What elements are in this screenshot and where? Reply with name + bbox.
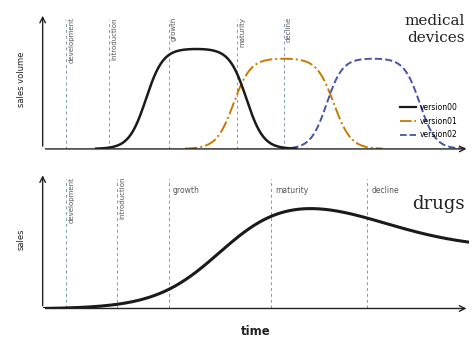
Text: growth: growth: [173, 186, 200, 195]
Text: medical
devices: medical devices: [405, 14, 465, 44]
Text: decline: decline: [371, 186, 399, 195]
Text: introduction: introduction: [111, 17, 117, 60]
Text: time: time: [241, 325, 271, 338]
Text: drugs: drugs: [412, 195, 465, 213]
Text: sales volume: sales volume: [17, 52, 26, 107]
Text: development: development: [68, 177, 74, 222]
Text: growth: growth: [171, 17, 177, 41]
Text: maturity: maturity: [239, 17, 245, 47]
Text: sales: sales: [17, 228, 26, 250]
Legend: version00, version01, version02: version00, version01, version02: [397, 100, 461, 142]
Text: development: development: [68, 17, 74, 63]
Text: decline: decline: [286, 17, 292, 42]
Text: introduction: introduction: [119, 177, 126, 219]
Text: maturity: maturity: [275, 186, 309, 195]
